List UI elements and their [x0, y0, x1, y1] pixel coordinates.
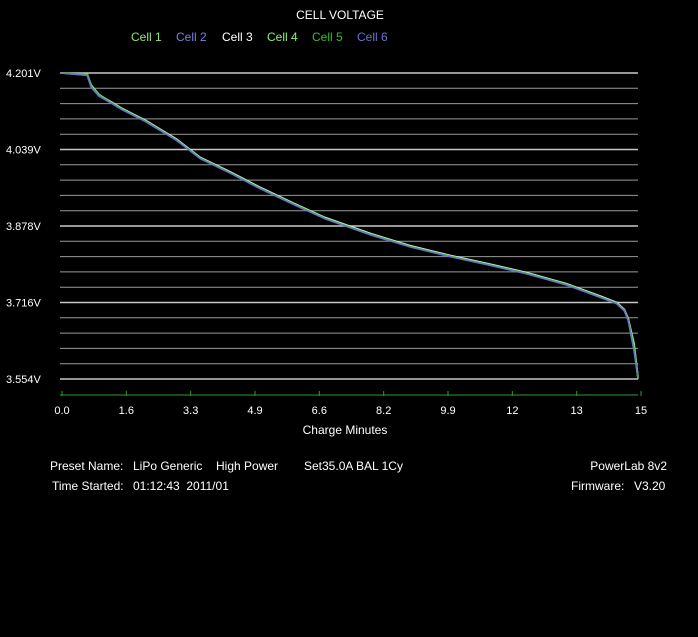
y-tick-label: 3.716V [6, 298, 42, 310]
legend: Cell 1 Cell 2 Cell 3 Cell 4 Cell 5 Cell 6 [131, 30, 388, 44]
x-tick-label: 9.9 [440, 405, 455, 417]
x-axis-label: Charge Minutes [303, 423, 388, 437]
legend-entry: Cell 4 [267, 30, 298, 44]
power-mode: High Power [216, 459, 279, 473]
device-name: PowerLab 8v2 [590, 459, 667, 473]
x-tick-label: 3.3 [183, 405, 198, 417]
x-axis: 0.0 1.6 3.3 4.9 6.6 8.2 9.9 12 13 15 [54, 391, 647, 417]
x-tick-label: 6.6 [312, 405, 327, 417]
preset-name-label: Preset Name: [50, 459, 124, 473]
time-started-value: 01:12:43 2011/01 [133, 479, 229, 493]
firmware-value: V3.20 [634, 479, 666, 493]
y-tick-label: 3.554V [6, 374, 42, 386]
legend-entry: Cell 3 [222, 30, 253, 44]
time-started-label: Time Started: [52, 479, 124, 493]
x-tick-label: 0.0 [54, 405, 69, 417]
y-tick-label: 4.039V [6, 145, 42, 157]
x-tick-label: 13 [571, 405, 583, 417]
firmware-label: Firmware: [571, 479, 625, 493]
x-tick-label: 4.9 [247, 405, 262, 417]
legend-entry: Cell 5 [312, 30, 343, 44]
chart-title: CELL VOLTAGE [296, 8, 384, 22]
preset-name-value: LiPo Generic [133, 459, 203, 473]
gridlines [60, 72, 638, 380]
plot-area [59, 72, 639, 380]
x-tick-label: 1.6 [119, 405, 134, 417]
x-tick-label: 12 [506, 405, 518, 417]
legend-entry: Cell 2 [176, 30, 207, 44]
charge-settings: Set35.0A BAL 1Cy [304, 459, 403, 473]
y-tick-label: 3.878V [6, 221, 42, 233]
legend-entry: Cell 1 [131, 30, 162, 44]
y-tick-label: 4.201V [6, 68, 42, 80]
x-tick-label: 15 [635, 405, 647, 417]
legend-entry: Cell 6 [357, 30, 388, 44]
y-axis-ticks: 4.201V 4.039V 3.878V 3.716V 3.554V [6, 68, 42, 386]
x-tick-label: 8.2 [376, 405, 391, 417]
series-line-cell-6 [59, 72, 639, 378]
